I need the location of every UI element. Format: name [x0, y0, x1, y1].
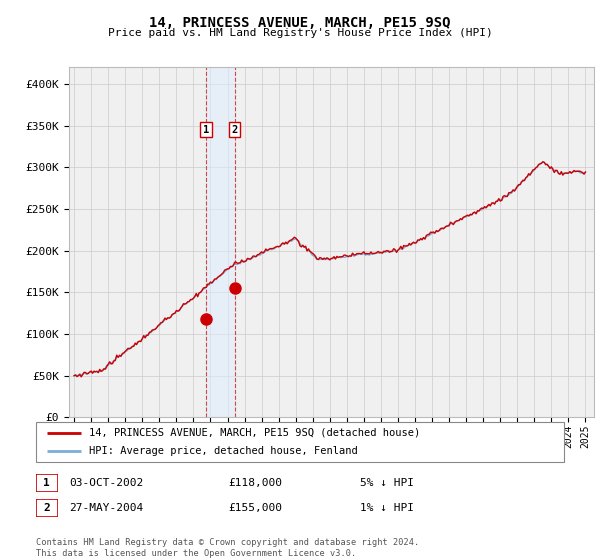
Text: HPI: Average price, detached house, Fenland: HPI: Average price, detached house, Fenl… [89, 446, 358, 456]
Text: 2: 2 [232, 125, 238, 135]
Text: 1: 1 [43, 478, 50, 488]
Text: Contains HM Land Registry data © Crown copyright and database right 2024.
This d: Contains HM Land Registry data © Crown c… [36, 538, 419, 558]
Bar [206, 67, 235, 417]
Text: 14, PRINCESS AVENUE, MARCH, PE15 9SQ (detached house): 14, PRINCESS AVENUE, MARCH, PE15 9SQ (de… [89, 428, 420, 437]
FancyBboxPatch shape [36, 499, 58, 517]
Text: £118,000: £118,000 [228, 478, 282, 488]
Text: Price paid vs. HM Land Registry's House Price Index (HPI): Price paid vs. HM Land Registry's House … [107, 28, 493, 38]
Text: 14, PRINCESS AVENUE, MARCH, PE15 9SQ: 14, PRINCESS AVENUE, MARCH, PE15 9SQ [149, 16, 451, 30]
Text: 1: 1 [203, 125, 209, 135]
Text: 27-MAY-2004: 27-MAY-2004 [69, 503, 143, 513]
Text: 5% ↓ HPI: 5% ↓ HPI [360, 478, 414, 488]
Text: 1% ↓ HPI: 1% ↓ HPI [360, 503, 414, 513]
FancyBboxPatch shape [36, 474, 58, 492]
Text: £155,000: £155,000 [228, 503, 282, 513]
FancyBboxPatch shape [36, 422, 564, 462]
Text: 03-OCT-2002: 03-OCT-2002 [69, 478, 143, 488]
Text: 2: 2 [43, 503, 50, 513]
